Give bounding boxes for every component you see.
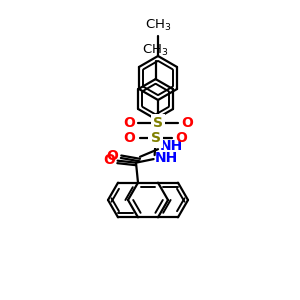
Text: O: O [106, 148, 118, 163]
Text: CH$_3$: CH$_3$ [145, 18, 171, 33]
Text: CH$_3$: CH$_3$ [142, 44, 169, 59]
Text: O: O [176, 131, 188, 145]
Text: O: O [181, 116, 193, 130]
Text: S: S [151, 131, 160, 145]
Text: S: S [153, 116, 163, 130]
Text: NH: NH [160, 139, 183, 153]
Text: O: O [104, 153, 116, 167]
Text: O: O [124, 131, 136, 145]
Text: NH: NH [154, 151, 178, 165]
Text: O: O [123, 116, 135, 130]
